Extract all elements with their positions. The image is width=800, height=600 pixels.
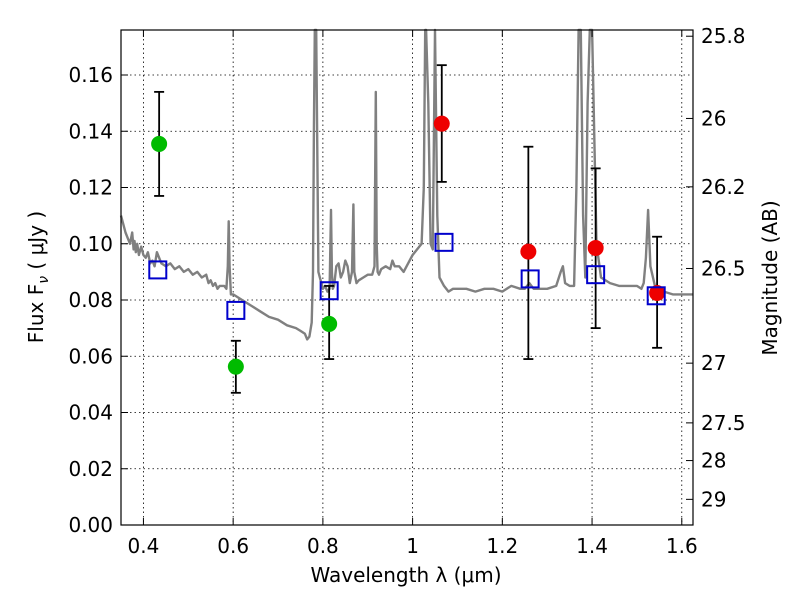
y2-tick-label: 27.5 <box>701 411 746 435</box>
y-tick-label: 0.04 <box>68 401 113 425</box>
y2-tick-label: 26.5 <box>701 256 746 280</box>
x-axis-label: Wavelength λ (μm) <box>310 563 501 587</box>
observed-point <box>649 284 666 301</box>
observed-point <box>321 315 338 332</box>
y-axis-label-main: Flux F <box>24 284 48 343</box>
x-tick-label: 1.2 <box>486 534 518 558</box>
plot-frame <box>120 29 694 526</box>
model-photometry-point <box>226 300 246 320</box>
y-tick-label: 0.02 <box>68 457 113 481</box>
y2-tick-label: 25.8 <box>701 24 746 48</box>
x-tick-label: 1.4 <box>576 534 608 558</box>
y-axis-label: Flux Fν ( μJy ) <box>24 211 52 343</box>
grid <box>121 30 693 526</box>
y2-tick-label: 26 <box>701 106 726 130</box>
y-tick-label: 0.06 <box>68 344 113 368</box>
model-photometry-point <box>148 260 168 280</box>
y2-tick-label: 29 <box>701 487 726 511</box>
observed-point <box>520 243 537 260</box>
model-photometry-point <box>434 232 454 252</box>
x-tick-label: 0.8 <box>307 534 339 558</box>
x-tick-label: 1.6 <box>666 534 698 558</box>
model-spectrum-line <box>119 28 693 341</box>
x-tick-label: 0.4 <box>128 534 160 558</box>
y-tick-label: 0.00 <box>68 513 113 537</box>
y-tick-label: 0.12 <box>68 176 113 200</box>
y-axis-label-subscript: ν <box>36 276 52 284</box>
y-tick-label: 0.08 <box>68 288 113 312</box>
model-photometry-point <box>319 281 339 301</box>
x-tick-label: 0.6 <box>217 534 249 558</box>
y-tick-label: 0.16 <box>68 63 113 87</box>
observed-point <box>227 358 244 375</box>
y2-tick-label: 26.2 <box>701 175 746 199</box>
observed-point <box>151 135 168 152</box>
y-tick-label: 0.10 <box>68 232 113 256</box>
model-photometry-point <box>646 286 666 306</box>
x-tick-label: 1 <box>406 534 419 558</box>
y2-tick-label: 27 <box>701 351 726 375</box>
data-points-layer <box>148 64 666 394</box>
y-tick-label: 0.14 <box>68 119 113 143</box>
y2-axis-label: Magnitude (AB) <box>758 200 782 355</box>
model-photometry-point <box>520 269 540 289</box>
y-axis-label-unit: ( μJy ) <box>24 211 48 276</box>
spectrum-layer <box>119 28 693 341</box>
model-photometry-point <box>586 265 606 285</box>
observed-point <box>433 115 450 132</box>
observed-point <box>587 239 604 256</box>
y2-tick-label: 28 <box>701 449 726 473</box>
ticks-layer: 0.4 0.6 0.8 1 1.2 1.4 1.6 0.00 0.02 0.04 0.06 0.08 0… <box>68 24 745 558</box>
